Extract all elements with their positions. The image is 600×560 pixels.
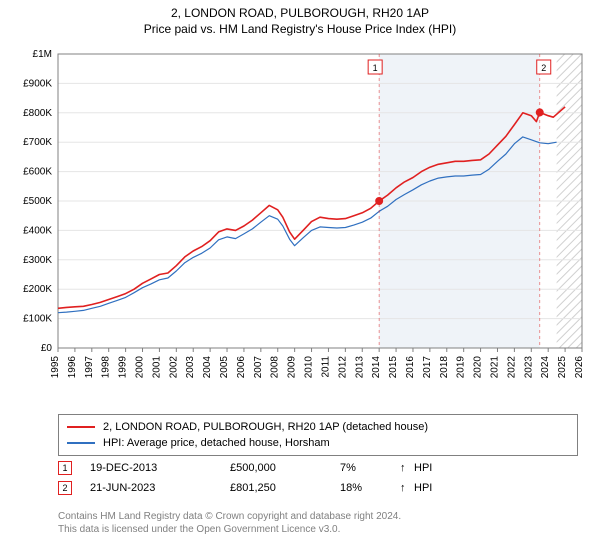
footer-line2: This data is licensed under the Open Gov… [58, 523, 578, 536]
sale-marker-label-1: 1 [373, 63, 378, 73]
x-tick-label: 2014 [371, 356, 382, 379]
x-tick-label: 2023 [523, 356, 534, 379]
title-subtitle: Price paid vs. HM Land Registry's House … [0, 22, 600, 36]
x-tick-label: 1998 [101, 356, 112, 379]
sale-row-marker: 1 [58, 461, 72, 475]
y-tick-label: £100K [23, 314, 52, 325]
y-tick-label: £200K [23, 284, 52, 295]
sale-marker-label-2: 2 [541, 63, 546, 73]
x-tick-label: 2025 [557, 356, 568, 379]
sale-hpi-label: HPI [414, 482, 432, 494]
title-block: 2, LONDON ROAD, PULBOROUGH, RH20 1AP Pri… [0, 0, 600, 38]
y-tick-label: £800K [23, 108, 52, 119]
line-chart-svg: £0 £100K £200K £300K £400K £500K £600K £700K £80… [10, 48, 590, 408]
x-tick-label: 2016 [405, 356, 416, 379]
y-tick-label: £0 [41, 343, 53, 354]
x-tick-label: 2009 [287, 356, 298, 379]
x-tick-label: 2004 [202, 356, 213, 379]
y-tick-label: £300K [23, 255, 52, 266]
legend-swatch [67, 426, 95, 428]
legend-label: 2, LONDON ROAD, PULBOROUGH, RH20 1AP (de… [103, 421, 428, 433]
x-tick-label: 2020 [473, 356, 484, 379]
x-tick-label: 1999 [118, 356, 129, 379]
x-tick-label: 2002 [168, 356, 179, 379]
x-tick-label: 2013 [354, 356, 365, 379]
chart-area: £0 £100K £200K £300K £400K £500K £600K £700K £80… [10, 48, 590, 408]
y-tick-label: £500K [23, 196, 52, 207]
sale-price: £500,000 [230, 462, 340, 474]
x-tick-label: 2000 [135, 356, 146, 379]
x-tick-label: 1995 [50, 356, 61, 379]
x-tick-label: 2017 [422, 356, 433, 379]
x-tick-label: 2007 [253, 356, 264, 379]
y-tick-label: £400K [23, 225, 52, 236]
legend-item: 2, LONDON ROAD, PULBOROUGH, RH20 1AP (de… [67, 419, 569, 435]
y-tick-label: £700K [23, 137, 52, 148]
arrow-up-icon: ↑ [400, 462, 414, 474]
chart-container: 2, LONDON ROAD, PULBOROUGH, RH20 1AP Pri… [0, 0, 600, 560]
sale-hpi-label: HPI [414, 462, 432, 474]
footer-line1: Contains HM Land Registry data © Crown c… [58, 510, 578, 523]
x-tick-label: 2005 [219, 356, 230, 379]
sale-date: 19-DEC-2013 [90, 462, 230, 474]
x-tick-label: 2001 [151, 356, 162, 379]
footer-attribution: Contains HM Land Registry data © Crown c… [58, 510, 578, 536]
y-tick-label: £1M [33, 49, 52, 60]
sale-date: 21-JUN-2023 [90, 482, 230, 494]
x-tick-label: 2010 [304, 356, 315, 379]
sale-price: £801,250 [230, 482, 340, 494]
x-tick-label: 2021 [489, 356, 500, 379]
legend-label: HPI: Average price, detached house, Hors… [103, 437, 330, 449]
x-tick-label: 1997 [84, 356, 95, 379]
arrow-up-icon: ↑ [400, 482, 414, 494]
x-tick-label: 2003 [185, 356, 196, 379]
title-address: 2, LONDON ROAD, PULBOROUGH, RH20 1AP [0, 6, 600, 20]
x-tick-label: 2015 [388, 356, 399, 379]
sale-row-marker: 2 [58, 481, 72, 495]
legend: 2, LONDON ROAD, PULBOROUGH, RH20 1AP (de… [58, 414, 578, 456]
sale-pct: 18% [340, 482, 400, 494]
sales-table: 1 19-DEC-2013£500,0007%↑HPI 2 21-JUN-2023£8… [58, 458, 578, 498]
sale-pct: 7% [340, 462, 400, 474]
sale-row: 1 19-DEC-2013£500,0007%↑HPI [58, 458, 578, 478]
x-tick-label: 1996 [67, 356, 78, 379]
legend-item: HPI: Average price, detached house, Hors… [67, 435, 569, 451]
sale-row: 2 21-JUN-2023£801,25018%↑HPI [58, 478, 578, 498]
y-tick-label: £900K [23, 78, 52, 89]
x-tick-label: 2018 [439, 356, 450, 379]
x-tick-label: 2008 [270, 356, 281, 379]
legend-swatch [67, 442, 95, 444]
x-tick-label: 2012 [337, 356, 348, 379]
sale-marker-dot-1 [375, 197, 383, 205]
x-tick-label: 2022 [506, 356, 517, 379]
x-tick-label: 2011 [320, 356, 331, 378]
x-tick-label: 2026 [574, 356, 585, 379]
x-tick-label: 2006 [236, 356, 247, 379]
y-tick-label: £600K [23, 167, 52, 178]
x-tick-label: 2019 [456, 356, 467, 379]
x-tick-label: 2024 [540, 356, 551, 379]
sale-marker-dot-2 [536, 108, 544, 116]
